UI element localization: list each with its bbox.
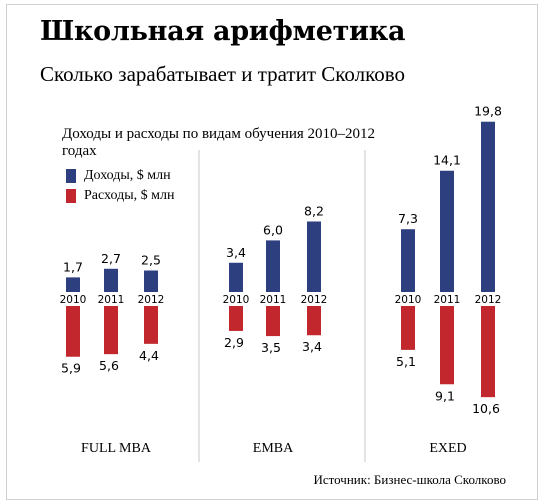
expense-bar bbox=[481, 306, 495, 398]
income-value-label: 19,8 bbox=[474, 104, 502, 119]
legend-swatch-expense bbox=[66, 189, 76, 203]
group-label: EXED bbox=[429, 441, 466, 456]
legend-item-income: Доходы, $ млн bbox=[66, 166, 174, 186]
income-bar bbox=[307, 221, 321, 292]
expense-bar bbox=[307, 306, 321, 336]
expense-bar bbox=[229, 306, 243, 331]
expense-value-label: 3,5 bbox=[261, 340, 281, 355]
expense-value-label: 9,1 bbox=[435, 388, 455, 403]
year-tick-label: 2011 bbox=[260, 294, 287, 306]
income-bar bbox=[144, 270, 158, 292]
income-bar bbox=[440, 170, 454, 292]
income-value-label: 3,4 bbox=[226, 245, 246, 260]
income-value-label: 6,0 bbox=[263, 222, 283, 237]
income-value-label: 14,1 bbox=[433, 153, 461, 168]
expense-bar bbox=[144, 306, 158, 344]
income-bar bbox=[104, 268, 118, 292]
income-value-label: 8,2 bbox=[304, 203, 324, 218]
legend-label-income: Доходы, $ млн bbox=[84, 168, 171, 183]
legend-label-expense: Расходы, $ млн bbox=[84, 188, 175, 203]
legend-item-expense: Расходы, $ млн bbox=[66, 186, 174, 206]
income-bar bbox=[66, 277, 80, 292]
year-tick-label: 2012 bbox=[475, 294, 502, 306]
year-tick-label: 2011 bbox=[434, 294, 461, 306]
chart-frame bbox=[6, 4, 538, 500]
year-tick-label: 2010 bbox=[60, 294, 87, 306]
income-bar bbox=[481, 121, 495, 292]
income-value-label: 1,7 bbox=[63, 259, 83, 274]
year-tick-label: 2010 bbox=[223, 294, 250, 306]
expense-bar bbox=[401, 306, 415, 350]
group-label: EMBA bbox=[253, 441, 294, 456]
group-label: FULL MBA bbox=[81, 441, 152, 456]
expense-value-label: 2,9 bbox=[224, 335, 244, 350]
year-tick-label: 2011 bbox=[98, 294, 125, 306]
expense-bar bbox=[266, 306, 280, 337]
expense-value-label: 4,4 bbox=[139, 348, 159, 363]
page-subtitle: Сколько зарабатывает и тратит Сколково bbox=[40, 62, 405, 86]
expense-value-label: 10,6 bbox=[472, 401, 500, 416]
income-value-label: 7,3 bbox=[398, 211, 418, 226]
year-tick-label: 2010 bbox=[395, 294, 422, 306]
source-note: Источник: Бизнес-школа Сколково bbox=[313, 472, 506, 487]
income-value-label: 2,5 bbox=[141, 253, 161, 268]
year-tick-label: 2012 bbox=[301, 294, 328, 306]
chart-title: Доходы и расходы по видам обучения 2010–… bbox=[62, 126, 376, 159]
expense-bar bbox=[440, 306, 454, 385]
legend-swatch-income bbox=[66, 169, 76, 183]
income-bar bbox=[266, 240, 280, 292]
expense-value-label: 5,1 bbox=[396, 354, 416, 369]
expense-bar bbox=[66, 306, 80, 357]
expense-value-label: 3,4 bbox=[302, 339, 322, 354]
income-bar bbox=[401, 229, 415, 292]
expense-bar bbox=[104, 306, 118, 355]
income-bar bbox=[229, 262, 243, 292]
expense-value-label: 5,9 bbox=[61, 361, 81, 376]
income-value-label: 2,7 bbox=[101, 251, 121, 266]
page-title: Школьная арифметика bbox=[40, 16, 406, 47]
year-tick-label: 2012 bbox=[138, 294, 165, 306]
expense-value-label: 5,6 bbox=[99, 358, 119, 373]
legend: Доходы, $ млн Расходы, $ млн bbox=[66, 166, 174, 206]
